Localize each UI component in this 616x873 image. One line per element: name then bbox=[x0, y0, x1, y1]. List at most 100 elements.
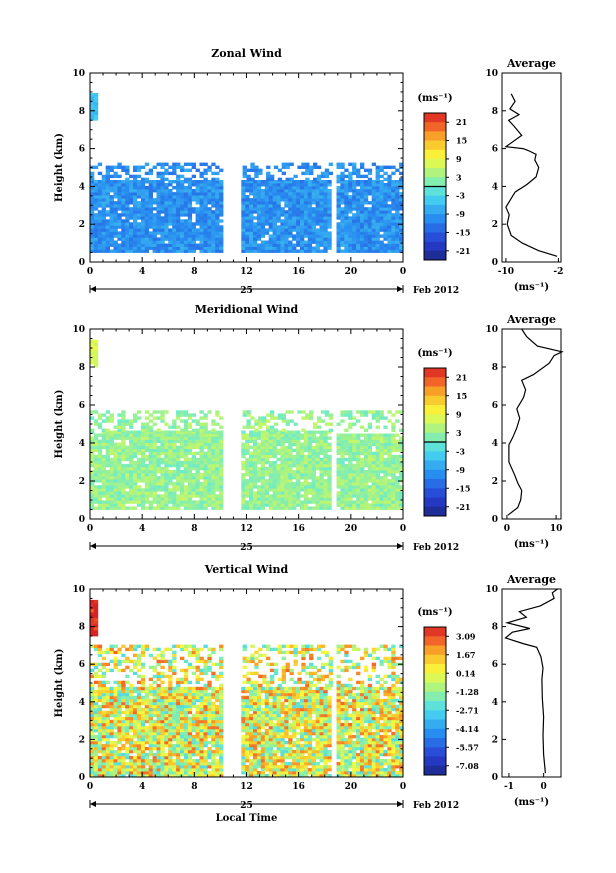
heatmap-cell bbox=[256, 222, 262, 226]
heatmap-cell bbox=[168, 192, 173, 196]
heatmap-cell bbox=[315, 222, 320, 226]
heatmap-cell bbox=[375, 237, 380, 241]
heatmap-cell bbox=[327, 436, 332, 440]
heatmap-cell bbox=[183, 234, 189, 238]
heatmap-cell bbox=[387, 419, 392, 423]
heatmap-cell bbox=[148, 728, 153, 733]
heatmap-cell bbox=[140, 448, 146, 453]
heatmap-cell bbox=[256, 436, 262, 440]
heatmap-cell bbox=[254, 165, 259, 169]
heatmap-cell bbox=[371, 436, 376, 440]
heatmap-cell bbox=[97, 740, 103, 745]
heatmap-cell bbox=[109, 231, 114, 235]
heatmap-cell bbox=[187, 771, 193, 775]
panel-title: Meridional Wind bbox=[195, 303, 299, 316]
x-tick-label: 8 bbox=[191, 524, 197, 534]
heatmap-cell bbox=[172, 228, 177, 232]
heatmap-cell bbox=[284, 482, 289, 486]
heatmap-cell bbox=[363, 428, 369, 432]
heatmap-cell bbox=[300, 213, 305, 217]
heatmap-cell bbox=[203, 422, 208, 426]
heatmap-cell bbox=[292, 482, 297, 486]
heatmap-cell bbox=[129, 243, 134, 247]
heatmap-cell bbox=[168, 737, 173, 742]
heatmap-cell bbox=[340, 189, 345, 193]
colorbar-swatch bbox=[424, 414, 446, 424]
heatmap-cell bbox=[168, 689, 173, 694]
heatmap-cell bbox=[356, 436, 361, 440]
heatmap-cell bbox=[97, 774, 103, 778]
heatmap-cell bbox=[183, 686, 189, 691]
heatmap-cell bbox=[219, 485, 224, 489]
heatmap-cell bbox=[195, 439, 200, 443]
heatmap-cell bbox=[311, 246, 316, 250]
heatmap-cell bbox=[340, 228, 345, 232]
heatmap-cell bbox=[363, 439, 369, 443]
heatmap-cell bbox=[260, 219, 266, 223]
heatmap-cell bbox=[187, 416, 193, 420]
heatmap-cell bbox=[101, 192, 106, 196]
heatmap-cell bbox=[105, 476, 110, 480]
heatmap-cell bbox=[148, 704, 153, 709]
heatmap-cell bbox=[172, 686, 177, 691]
heatmap-cell bbox=[117, 716, 122, 721]
heatmap-cell bbox=[215, 246, 220, 250]
heatmap-cell bbox=[242, 165, 247, 169]
heatmap-cell bbox=[164, 503, 169, 507]
heatmap-cell bbox=[256, 442, 262, 446]
heatmap-cell bbox=[371, 180, 376, 184]
heatmap-cell bbox=[144, 497, 150, 501]
heatmap-cell bbox=[340, 473, 345, 477]
heatmap-cell bbox=[125, 433, 130, 437]
heatmap-cell bbox=[105, 774, 110, 778]
heatmap-cell bbox=[113, 216, 118, 220]
heatmap-cell bbox=[260, 445, 266, 450]
heatmap-cell bbox=[280, 506, 285, 510]
heatmap-cell bbox=[315, 240, 320, 244]
heatmap-cell bbox=[176, 457, 181, 462]
heatmap-cell bbox=[284, 216, 289, 220]
heatmap-cell bbox=[97, 246, 103, 250]
heatmap-cell bbox=[340, 436, 345, 440]
heatmap-cell bbox=[133, 719, 138, 724]
heatmap-cell bbox=[129, 460, 134, 465]
heatmap-cell bbox=[264, 433, 270, 437]
heatmap-cell bbox=[97, 198, 103, 202]
heatmap-cell bbox=[105, 710, 110, 715]
heatmap-cell bbox=[219, 479, 224, 483]
heatmap-cell bbox=[272, 186, 277, 190]
heatmap-cell bbox=[180, 183, 185, 187]
heatmap-cell bbox=[315, 231, 320, 235]
heatmap-cell bbox=[156, 201, 161, 205]
heatmap-cell bbox=[180, 731, 185, 736]
heatmap-cell bbox=[256, 479, 262, 483]
heatmap-cell bbox=[260, 439, 266, 443]
heatmap-cell bbox=[292, 219, 297, 223]
heatmap-cell bbox=[253, 243, 258, 247]
heatmap-cell bbox=[288, 249, 293, 253]
heatmap-cell bbox=[245, 500, 250, 504]
heatmap-cell bbox=[395, 189, 400, 193]
heatmap-cell bbox=[395, 439, 400, 443]
heatmap-cell bbox=[288, 186, 293, 190]
heatmap-cell bbox=[93, 436, 99, 440]
heatmap-cell bbox=[144, 448, 150, 453]
heatmap-cell bbox=[241, 201, 246, 205]
heatmap-cell bbox=[129, 768, 134, 772]
heatmap-cell bbox=[311, 479, 316, 483]
heatmap-cell bbox=[152, 436, 157, 440]
heatmap-cell bbox=[172, 237, 177, 241]
heatmap-cell bbox=[90, 485, 95, 489]
heatmap-cell bbox=[309, 171, 314, 176]
heatmap-cell bbox=[367, 445, 373, 450]
heatmap-cell bbox=[379, 506, 384, 510]
heatmap-cell bbox=[113, 442, 118, 446]
heatmap-cell bbox=[203, 231, 208, 235]
heatmap-cell bbox=[391, 165, 396, 169]
heatmap-cell bbox=[125, 485, 130, 489]
heatmap-cell bbox=[256, 189, 262, 193]
heatmap-cell bbox=[300, 249, 305, 253]
heatmap-cell bbox=[97, 731, 103, 736]
heatmap-cell bbox=[371, 466, 376, 471]
heatmap-cell bbox=[144, 485, 150, 489]
